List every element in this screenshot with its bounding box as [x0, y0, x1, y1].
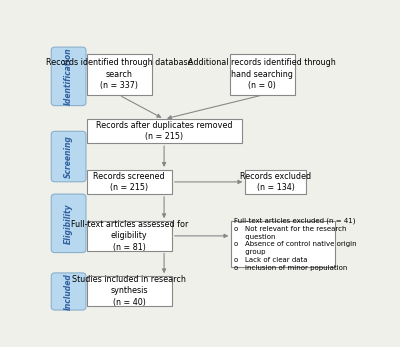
Text: Identification: Identification — [64, 48, 73, 105]
Text: Screening: Screening — [64, 135, 73, 178]
Text: Included: Included — [64, 273, 73, 310]
Text: Records identified through database
search
(n = 337): Records identified through database sear… — [46, 58, 192, 90]
FancyBboxPatch shape — [86, 221, 172, 251]
Text: Studies included in research
synthesis
(n = 40): Studies included in research synthesis (… — [72, 275, 186, 307]
Text: Eligibility: Eligibility — [64, 203, 73, 244]
FancyBboxPatch shape — [51, 273, 86, 310]
FancyBboxPatch shape — [86, 170, 172, 194]
FancyBboxPatch shape — [230, 54, 295, 95]
Text: Full-text articles assessed for
eligibility
(n = 81): Full-text articles assessed for eligibil… — [70, 220, 188, 252]
FancyBboxPatch shape — [245, 170, 306, 194]
Text: Full-text articles excluded (n = 41)
o   Not relevant for the research
     ques: Full-text articles excluded (n = 41) o N… — [234, 218, 357, 271]
FancyBboxPatch shape — [51, 47, 86, 105]
FancyBboxPatch shape — [231, 221, 335, 268]
Text: Additional records identified through
hand searching
(n = 0): Additional records identified through ha… — [188, 58, 336, 90]
FancyBboxPatch shape — [86, 119, 242, 143]
FancyBboxPatch shape — [86, 54, 152, 95]
Text: Records after duplicates removed
(n = 215): Records after duplicates removed (n = 21… — [96, 121, 232, 141]
FancyBboxPatch shape — [86, 276, 172, 306]
FancyBboxPatch shape — [51, 194, 86, 253]
FancyBboxPatch shape — [51, 131, 86, 182]
Text: Records screened
(n = 215): Records screened (n = 215) — [93, 172, 165, 192]
Text: Records excluded
(n = 134): Records excluded (n = 134) — [240, 172, 311, 192]
